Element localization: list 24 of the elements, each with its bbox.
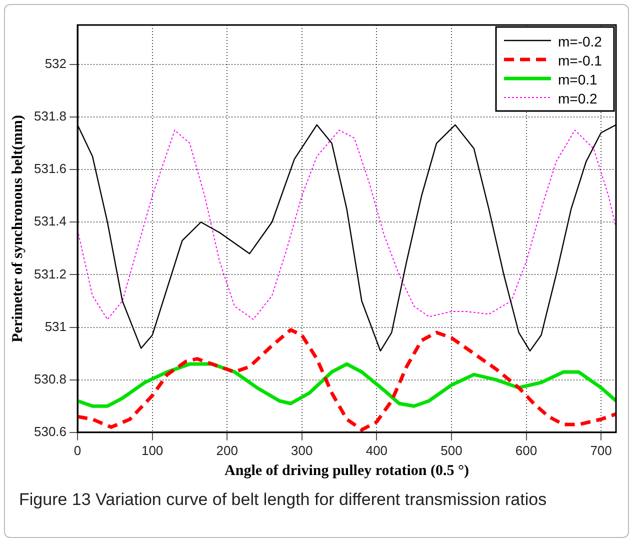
x-tick-label: 0 [74,442,82,458]
y-tick-label: 531.4 [34,214,67,229]
x-tick-label: 600 [515,442,538,458]
x-tick-label: 400 [366,442,388,458]
y-tick-label: 531 [44,318,67,334]
y-tick-label: 531.2 [34,266,67,282]
legend-label: m=0.1 [558,71,598,88]
y-tick-label: 530.6 [34,424,67,439]
y-tick-label: 531.8 [34,108,67,124]
y-tick-label: 531.6 [34,161,67,176]
x-tick-label: 200 [216,442,238,458]
x-axis-title: Angle of driving pulley rotation (0.5 °) [224,462,470,479]
legend-label: m=-0.2 [558,33,602,50]
x-tick-label: 300 [291,442,313,458]
text: Figure 13 Variation curve of belt length for different transmission ratios [19,489,548,511]
x-tick-label: 700 [590,442,612,458]
legend-label: m=-0.1 [558,52,602,68]
x-tick-label: 500 [440,442,462,458]
legend-label: m=0.2 [558,90,598,106]
y-tick-label: 532 [44,56,67,72]
y-axis-title: Perimeter of synchronous belt(mm) [10,115,26,342]
x-tick-label: 100 [141,442,164,458]
line-series [78,130,616,320]
y-tick-label: 530.8 [34,371,67,386]
